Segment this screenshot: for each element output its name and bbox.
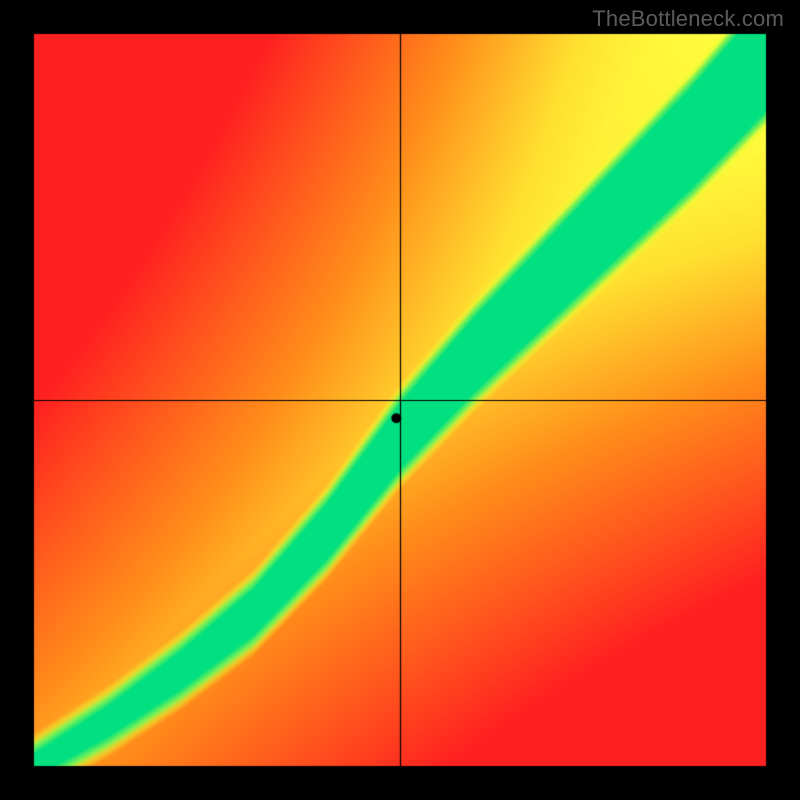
- bottleneck-heatmap-canvas: [0, 0, 800, 800]
- chart-container: TheBottleneck.com: [0, 0, 800, 800]
- watermark-text: TheBottleneck.com: [592, 6, 784, 32]
